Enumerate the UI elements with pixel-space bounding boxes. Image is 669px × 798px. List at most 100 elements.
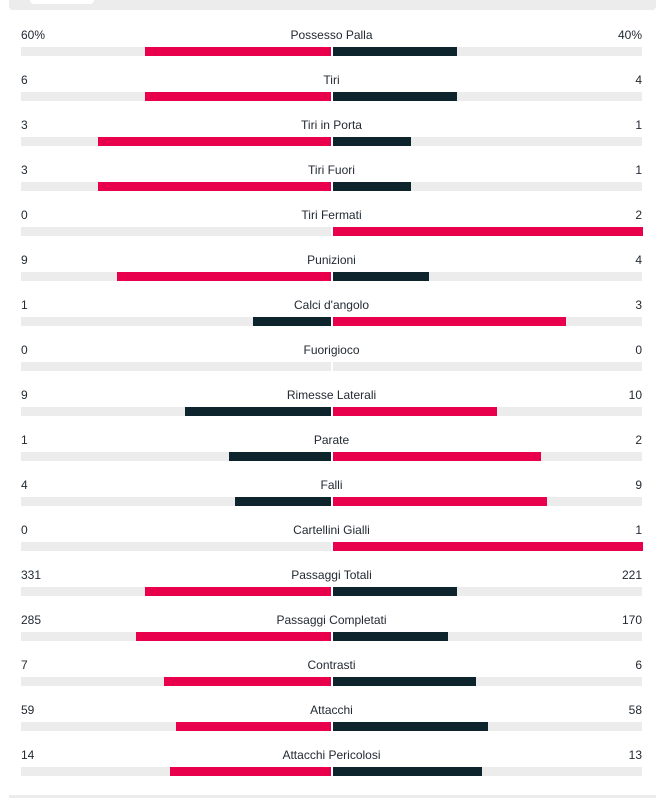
- home-bar: [169, 767, 331, 776]
- away-value: 58: [628, 703, 642, 717]
- away-bar: [332, 722, 488, 731]
- stat-row: 4 Falli 9: [21, 477, 642, 522]
- home-bar: [144, 92, 331, 101]
- stat-label: Cartellini Gialli: [293, 523, 370, 537]
- bar-center-divider: [330, 407, 333, 416]
- away-value: 4: [635, 253, 642, 267]
- home-bar: [97, 137, 331, 146]
- bar-center-divider: [330, 452, 333, 461]
- home-bar: [116, 272, 331, 281]
- stat-bar-track: [21, 632, 642, 641]
- away-value: 1: [635, 523, 642, 537]
- stat-label: Calci d'angolo: [293, 298, 369, 312]
- stat-row: 331 Passaggi Totali 221: [21, 567, 642, 612]
- home-value: 59: [21, 703, 35, 717]
- home-value: 0: [21, 208, 28, 222]
- home-value: 6: [21, 73, 28, 87]
- away-value: 4: [635, 73, 642, 87]
- stat-label: Tiri: [323, 73, 340, 87]
- home-value: 0: [21, 523, 28, 537]
- away-value: 0: [635, 343, 642, 357]
- home-value: 14: [21, 748, 35, 762]
- bottom-divider: [9, 795, 656, 798]
- stat-bar-track: [21, 407, 642, 416]
- stat-bar-track: [21, 137, 642, 146]
- away-bar: [332, 452, 541, 461]
- stat-row: 0 Fuorigioco 0: [21, 342, 642, 387]
- home-value: 3: [21, 163, 28, 177]
- stat-bar-track: [21, 587, 642, 596]
- away-value: 10: [628, 388, 642, 402]
- stat-label: Possesso Palla: [290, 28, 373, 42]
- bar-center-divider: [330, 362, 333, 371]
- away-value: 2: [635, 433, 642, 447]
- stat-row: 0 Tiri Fermati 2: [21, 207, 643, 252]
- away-bar: [332, 227, 643, 236]
- away-bar: [332, 137, 411, 146]
- stat-label: Falli: [320, 478, 343, 492]
- stat-bar-track: [21, 272, 642, 281]
- home-value: 60%: [21, 28, 46, 42]
- away-value: 40%: [617, 28, 642, 42]
- away-value: 13: [628, 748, 642, 762]
- stat-label: Fuorigioco: [303, 343, 360, 357]
- stat-row: 3 Tiri Fuori 1: [21, 162, 642, 207]
- bar-center-divider: [330, 497, 333, 506]
- bar-center-divider: [330, 632, 333, 641]
- stat-bar-track: [21, 722, 642, 731]
- bar-center-divider: [330, 137, 333, 146]
- stat-bar-track: [21, 227, 643, 236]
- bar-center-divider: [330, 317, 333, 326]
- home-value: 0: [21, 343, 28, 357]
- away-value: 170: [621, 613, 642, 627]
- home-value: 9: [21, 388, 28, 402]
- home-bar: [234, 497, 331, 506]
- stat-label: Tiri in Porta: [301, 118, 362, 132]
- home-value: 1: [21, 433, 28, 447]
- home-bar: [144, 47, 331, 56]
- stat-bar-track: [21, 362, 642, 371]
- stat-row: 59 Attacchi 58: [21, 702, 642, 747]
- home-value: 1: [21, 298, 28, 312]
- home-bar: [163, 677, 331, 686]
- home-value: 4: [21, 478, 28, 492]
- home-value: 3: [21, 118, 28, 132]
- top-tab-edge: [30, 0, 94, 4]
- stat-row: 7 Contrasti 6: [21, 657, 642, 702]
- away-bar: [332, 542, 643, 551]
- stat-label: Tiri Fermati: [301, 208, 362, 222]
- bar-center-divider: [330, 182, 333, 191]
- stat-row: 14 Attacchi Pericolosi 13: [21, 747, 642, 792]
- stat-row: 60% Possesso Palla 40%: [21, 27, 642, 72]
- match-stats-list: 60% Possesso Palla 40% 6 Tiri 4 3 Tiri in Porta…: [21, 27, 643, 792]
- away-bar: [332, 677, 476, 686]
- stat-bar-track: [21, 542, 643, 551]
- home-bar: [228, 452, 331, 461]
- stat-label: Passaggi Completati: [276, 613, 387, 627]
- stat-bar-track: [21, 452, 642, 461]
- home-value: 331: [21, 568, 42, 582]
- stat-row: 3 Tiri in Porta 1: [21, 117, 642, 162]
- stat-label: Attacchi: [310, 703, 353, 717]
- away-bar: [332, 47, 457, 56]
- top-card-edge: [9, 0, 656, 10]
- bar-center-divider: [330, 272, 333, 281]
- bar-center-divider: [330, 722, 333, 731]
- away-value: 1: [635, 163, 642, 177]
- away-bar: [332, 272, 429, 281]
- home-bar: [144, 587, 331, 596]
- stat-label: Passaggi Totali: [291, 568, 372, 582]
- stat-bar-track: [21, 92, 642, 101]
- home-bar: [135, 632, 331, 641]
- away-value: 2: [635, 208, 642, 222]
- away-value: 221: [621, 568, 642, 582]
- home-bar: [184, 407, 331, 416]
- stat-row: 6 Tiri 4: [21, 72, 642, 117]
- away-bar: [332, 767, 482, 776]
- stat-label: Rimesse Laterali: [286, 388, 377, 402]
- home-value: 285: [21, 613, 42, 627]
- away-bar: [332, 497, 547, 506]
- stat-row: 285 Passaggi Completati 170: [21, 612, 642, 657]
- home-bar: [97, 182, 331, 191]
- stat-label: Tiri Fuori: [308, 163, 355, 177]
